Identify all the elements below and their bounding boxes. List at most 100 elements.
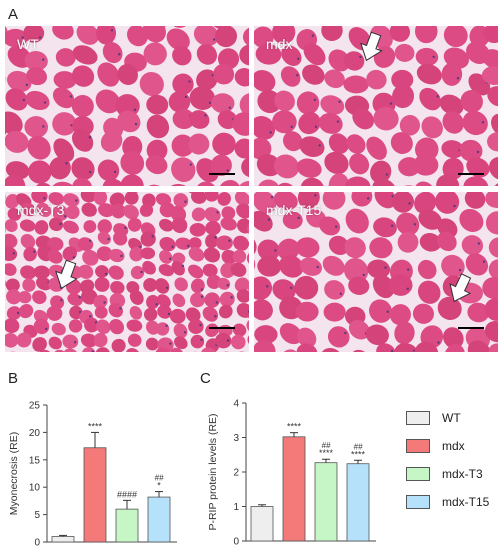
muscle-fiber	[172, 73, 194, 95]
muscle-fiber	[188, 319, 204, 335]
muscle-fiber	[257, 239, 280, 261]
muscle-fiber	[24, 50, 48, 71]
arrow-icon	[55, 259, 78, 290]
muscle-fiber	[279, 323, 303, 345]
muscle-fiber	[399, 114, 421, 136]
muscle-fiber	[346, 134, 366, 154]
muscle-fiber	[48, 217, 64, 232]
muscle-fiber	[236, 303, 249, 318]
muscle-fiber	[414, 341, 439, 352]
muscle-fiber	[396, 212, 420, 236]
nucleus	[408, 202, 411, 205]
muscle-fiber	[204, 207, 221, 223]
legend-swatch	[406, 467, 430, 481]
muscle-fiber	[372, 274, 395, 299]
muscle-fiber	[146, 114, 170, 139]
nucleus	[481, 121, 485, 124]
muscle-fiber	[394, 342, 420, 352]
y-tick-label: 4	[233, 399, 239, 410]
muscle-fiber	[67, 293, 83, 306]
muscle-fiber	[102, 178, 125, 186]
legend-label: mdx	[442, 439, 465, 453]
bar	[250, 506, 274, 542]
muscle-fiber	[202, 306, 219, 322]
muscle-fiber	[481, 66, 498, 85]
muscle-fiber	[98, 203, 115, 218]
nucleus	[290, 286, 293, 290]
panel-letter-c: C	[200, 370, 211, 387]
muscle-fiber	[299, 257, 322, 276]
nucleus	[91, 350, 95, 352]
nucleus	[338, 100, 341, 103]
muscle-fiber	[62, 334, 79, 349]
bar	[115, 508, 139, 543]
muscle-fiber	[190, 192, 207, 204]
muscle-fiber	[343, 257, 369, 284]
muscle-fiber	[102, 42, 123, 64]
nucleus	[366, 197, 370, 200]
muscle-fiber	[369, 299, 393, 323]
muscle-fiber	[5, 174, 26, 186]
muscle-fiber	[174, 277, 188, 292]
muscle-fiber	[343, 75, 369, 94]
muscle-fiber	[52, 112, 77, 136]
significance-label: ##	[322, 441, 331, 450]
muscle-fiber	[170, 347, 184, 352]
muscle-fiber	[52, 87, 75, 109]
histology-label: mdx-T15	[266, 202, 322, 218]
muscle-fiber	[215, 26, 238, 48]
nucleus	[89, 315, 92, 318]
nucleus	[60, 298, 63, 302]
muscle-fiber	[81, 202, 97, 217]
muscle-fiber	[366, 69, 387, 90]
muscle-fiber	[123, 204, 139, 220]
muscle-fiber	[142, 260, 156, 275]
legend-label: mdx-T15	[442, 495, 490, 509]
histology-label: mdx	[266, 36, 293, 52]
muscle-fiber	[217, 110, 238, 130]
muscle-fiber	[117, 64, 138, 85]
muscle-fiber	[109, 318, 125, 335]
muscle-fiber	[72, 129, 94, 152]
bar	[147, 496, 171, 543]
muscle-fiber	[345, 208, 369, 234]
muscle-fiber	[172, 293, 186, 308]
muscle-fiber	[283, 131, 303, 152]
muscle-fiber	[76, 26, 99, 45]
muscle-fiber	[460, 90, 483, 113]
muscle-fiber	[390, 132, 413, 154]
muscle-fiber	[143, 278, 158, 292]
muscle-fiber	[272, 279, 296, 301]
muscle-fiber	[322, 255, 345, 276]
significance-label: ****	[351, 449, 366, 459]
muscle-fiber	[254, 340, 276, 352]
muscle-fiber	[282, 211, 303, 230]
nucleus	[389, 102, 393, 105]
muscle-fiber	[108, 303, 124, 318]
muscle-fiber	[418, 209, 442, 230]
muscle-fiber	[374, 192, 396, 209]
y-tick-label: 2	[233, 468, 239, 479]
muscle-fiber	[96, 246, 113, 262]
muscle-fiber	[6, 289, 22, 305]
muscle-fiber	[300, 177, 325, 186]
nucleus	[334, 225, 338, 228]
nucleus	[339, 292, 343, 296]
muscle-fiber	[213, 63, 235, 85]
legend-swatch	[406, 411, 430, 425]
muscle-fiber	[435, 192, 460, 214]
muscle-fiber	[351, 192, 373, 207]
muscle-fiber	[26, 67, 48, 86]
muscle-fiber	[488, 343, 498, 352]
muscle-fiber	[19, 219, 36, 232]
nucleus	[311, 34, 315, 37]
muscle-fiber	[412, 303, 434, 324]
muscle-fiber	[27, 160, 52, 184]
muscle-fiber	[463, 176, 489, 186]
muscle-fiber	[117, 110, 141, 133]
nucleus	[336, 120, 340, 123]
nucleus	[477, 242, 481, 245]
muscle-fiber	[154, 278, 170, 294]
nucleus	[208, 101, 212, 105]
